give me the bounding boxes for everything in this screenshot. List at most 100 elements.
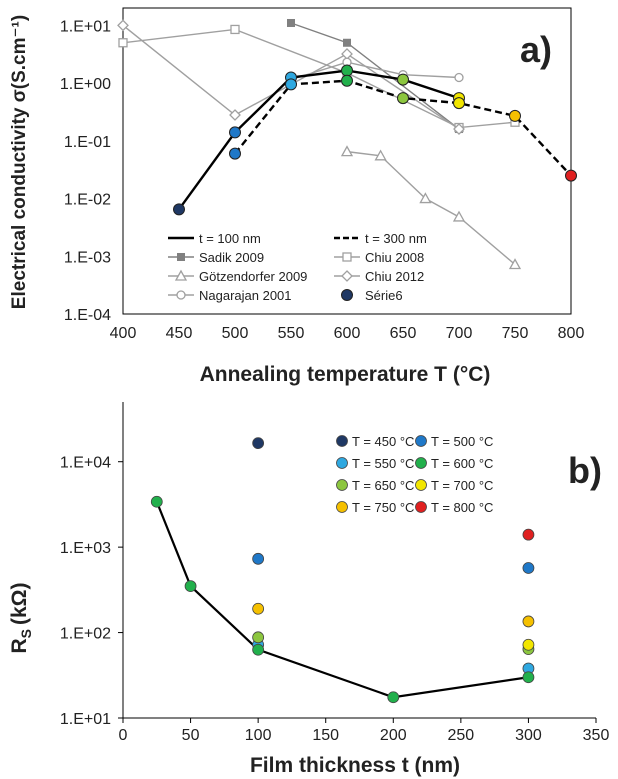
- data-point-t-100-nm: [397, 73, 409, 86]
- panel-b-label: b): [568, 450, 602, 491]
- y-tick-label: 1.E-01: [64, 134, 111, 151]
- thickness-trend-line: [155, 501, 529, 699]
- x-tick-label: 700: [446, 325, 473, 342]
- legend-swatch-g-tzendorfer-2009: [174, 269, 188, 281]
- y-tick-label: 1.E+03: [60, 540, 111, 557]
- x-tick-label: 350: [583, 727, 610, 744]
- x-tick-label: 250: [448, 727, 475, 744]
- data-point-t-600-c: [522, 671, 535, 684]
- data-point-t-300-nm: [341, 74, 353, 87]
- legend-label-t-450-c: T = 450 °C: [352, 434, 414, 449]
- legend-label-g-tzendorfer-2009: Götzendorfer 2009: [199, 269, 307, 284]
- series-line-t-100-nm: [178, 69, 460, 211]
- data-point-chiu-2008: [230, 24, 240, 35]
- data-point-t-300-nm: [397, 92, 409, 105]
- legend-swatch-t-700-c: [415, 479, 427, 491]
- legend-swatch-t-600-c: [415, 457, 427, 469]
- y-tick-label: 1.E-02: [64, 192, 111, 209]
- legend-swatch-s-rie6: [341, 289, 353, 301]
- data-point-t-500-c: [522, 562, 535, 574]
- legend-label-t-550-c: T = 550 °C: [352, 456, 414, 471]
- legend-label-t-650-c: T = 650 °C: [352, 478, 414, 493]
- y-tick-label: 1.E+00: [60, 76, 111, 93]
- y-tick-label: 1.E-04: [64, 307, 111, 324]
- data-point-t-600-c: [387, 691, 400, 704]
- legend-swatch-t-800-c: [415, 501, 427, 513]
- x-tick-label: 450: [166, 325, 193, 342]
- data-point-g-tzendorfer-2009: [508, 258, 522, 270]
- x-tick-label: 200: [380, 727, 407, 744]
- data-point-nagarajan-2001: [454, 72, 464, 83]
- data-point-chiu-2012: [117, 19, 129, 32]
- x-tick-label: 0: [119, 727, 128, 744]
- legend-label-t-100-nm: t = 100 nm: [199, 231, 261, 246]
- panel-a-label: a): [520, 29, 552, 70]
- panel-a-plot-frame: [122, 7, 572, 315]
- panel-b-y-axis-label-group: RS (kΩ): [8, 582, 34, 653]
- data-point-t-100-nm: [229, 126, 241, 139]
- panel-a-x-tick-labels: 400 450 500 550 600 650 700 750 800: [110, 325, 585, 342]
- data-point-g-tzendorfer-2009: [374, 149, 387, 161]
- data-point-t-600-c: [184, 580, 197, 592]
- data-point-t-500-c: [252, 552, 265, 565]
- data-point-t-100-nm: [173, 203, 185, 216]
- legend-label-sadik-2009: Sadik 2009: [199, 250, 264, 265]
- legend-swatch-sadik-2009: [177, 253, 185, 261]
- panel-a-x-axis-label: Annealing temperature T (°C): [200, 363, 491, 386]
- panel-b-legend: T = 450 °C T = 500 °C T = 550 °C T = 600 °C…: [336, 434, 493, 515]
- legend-label-t-500-c: T = 500 °C: [431, 434, 493, 449]
- x-tick-label: 150: [312, 727, 339, 744]
- data-point-chiu-2012: [229, 109, 241, 121]
- legend-swatch-t-450-c: [336, 435, 348, 447]
- legend-swatch-chiu-2008: [342, 252, 352, 262]
- data-point-t-800-c: [522, 528, 535, 541]
- legend-label-t-300-nm: t = 300 nm: [365, 231, 427, 246]
- data-point-t-450-c: [252, 437, 265, 450]
- x-tick-label: 750: [502, 325, 529, 342]
- legend-label-t-700-c: T = 700 °C: [431, 478, 493, 493]
- y-tick-label: 1.E+01: [60, 711, 111, 728]
- data-point-g-tzendorfer-2009: [452, 210, 466, 222]
- legend-label-s-rie6: Série6: [365, 288, 403, 303]
- data-point-sadik-2009: [287, 18, 295, 27]
- series-line-nagarajan-2001: [290, 61, 460, 81]
- panel-b-x-axis-label: Film thickness t (nm): [250, 754, 460, 777]
- data-point-t-300-nm: [509, 109, 521, 122]
- x-tick-label: 50: [182, 727, 200, 744]
- legend-label-chiu-2008: Chiu 2008: [365, 250, 424, 265]
- panel-a-y-tick-labels: 1.E+01 1.E+00 1.E-01 1.E-02 1.E-03 1.E-04: [60, 18, 111, 324]
- series-line-g-tzendorfer-2009: [346, 150, 516, 266]
- panel-b-y-axis-label-unit: (kΩ): [8, 582, 31, 625]
- legend-swatch-t-550-c: [336, 457, 348, 469]
- x-tick-label: 650: [390, 325, 417, 342]
- x-tick-label: 600: [334, 325, 361, 342]
- x-tick-label: 300: [515, 727, 542, 744]
- panel-b-x-tick-labels: 0 50 100 150 200 250 300 350: [119, 727, 610, 744]
- data-point-t-100-nm: [341, 64, 353, 77]
- data-point-t-300-nm: [229, 147, 241, 160]
- panel-a-chart: t = 100 nm t = 300 nm Sadik 2009 Chiu 2008 G…: [9, 7, 585, 386]
- legend-swatch-nagarajan-2001: [176, 290, 186, 300]
- y-tick-label: 1.E+02: [60, 626, 111, 643]
- legend-swatch-t-650-c: [336, 479, 348, 491]
- data-point-chiu-2008: [118, 38, 128, 48]
- legend-swatch-chiu-2012: [341, 270, 353, 282]
- y-tick-label: 1.E-03: [64, 249, 111, 266]
- data-point-g-tzendorfer-2009: [340, 145, 354, 157]
- data-point-t-300-nm: [565, 169, 577, 182]
- legend-label-t-750-c: T = 750 °C: [352, 500, 414, 515]
- data-point-g-tzendorfer-2009: [419, 192, 432, 204]
- data-point-sadik-2009: [343, 38, 351, 47]
- x-tick-label: 400: [110, 325, 137, 342]
- data-point-t-300-nm: [285, 78, 297, 91]
- panel-b-series-group: [150, 437, 535, 704]
- data-point-chiu-2012: [341, 48, 353, 60]
- legend-swatch-t-750-c: [336, 501, 348, 513]
- data-point-t-750-c: [522, 615, 535, 628]
- panel-b-axes: [118, 402, 597, 723]
- panel-b-y-axis-label-subscript: S: [18, 629, 34, 638]
- x-tick-label: 500: [222, 325, 249, 342]
- data-point-t-650-c: [252, 631, 265, 644]
- data-point-t-600-c: [150, 495, 163, 508]
